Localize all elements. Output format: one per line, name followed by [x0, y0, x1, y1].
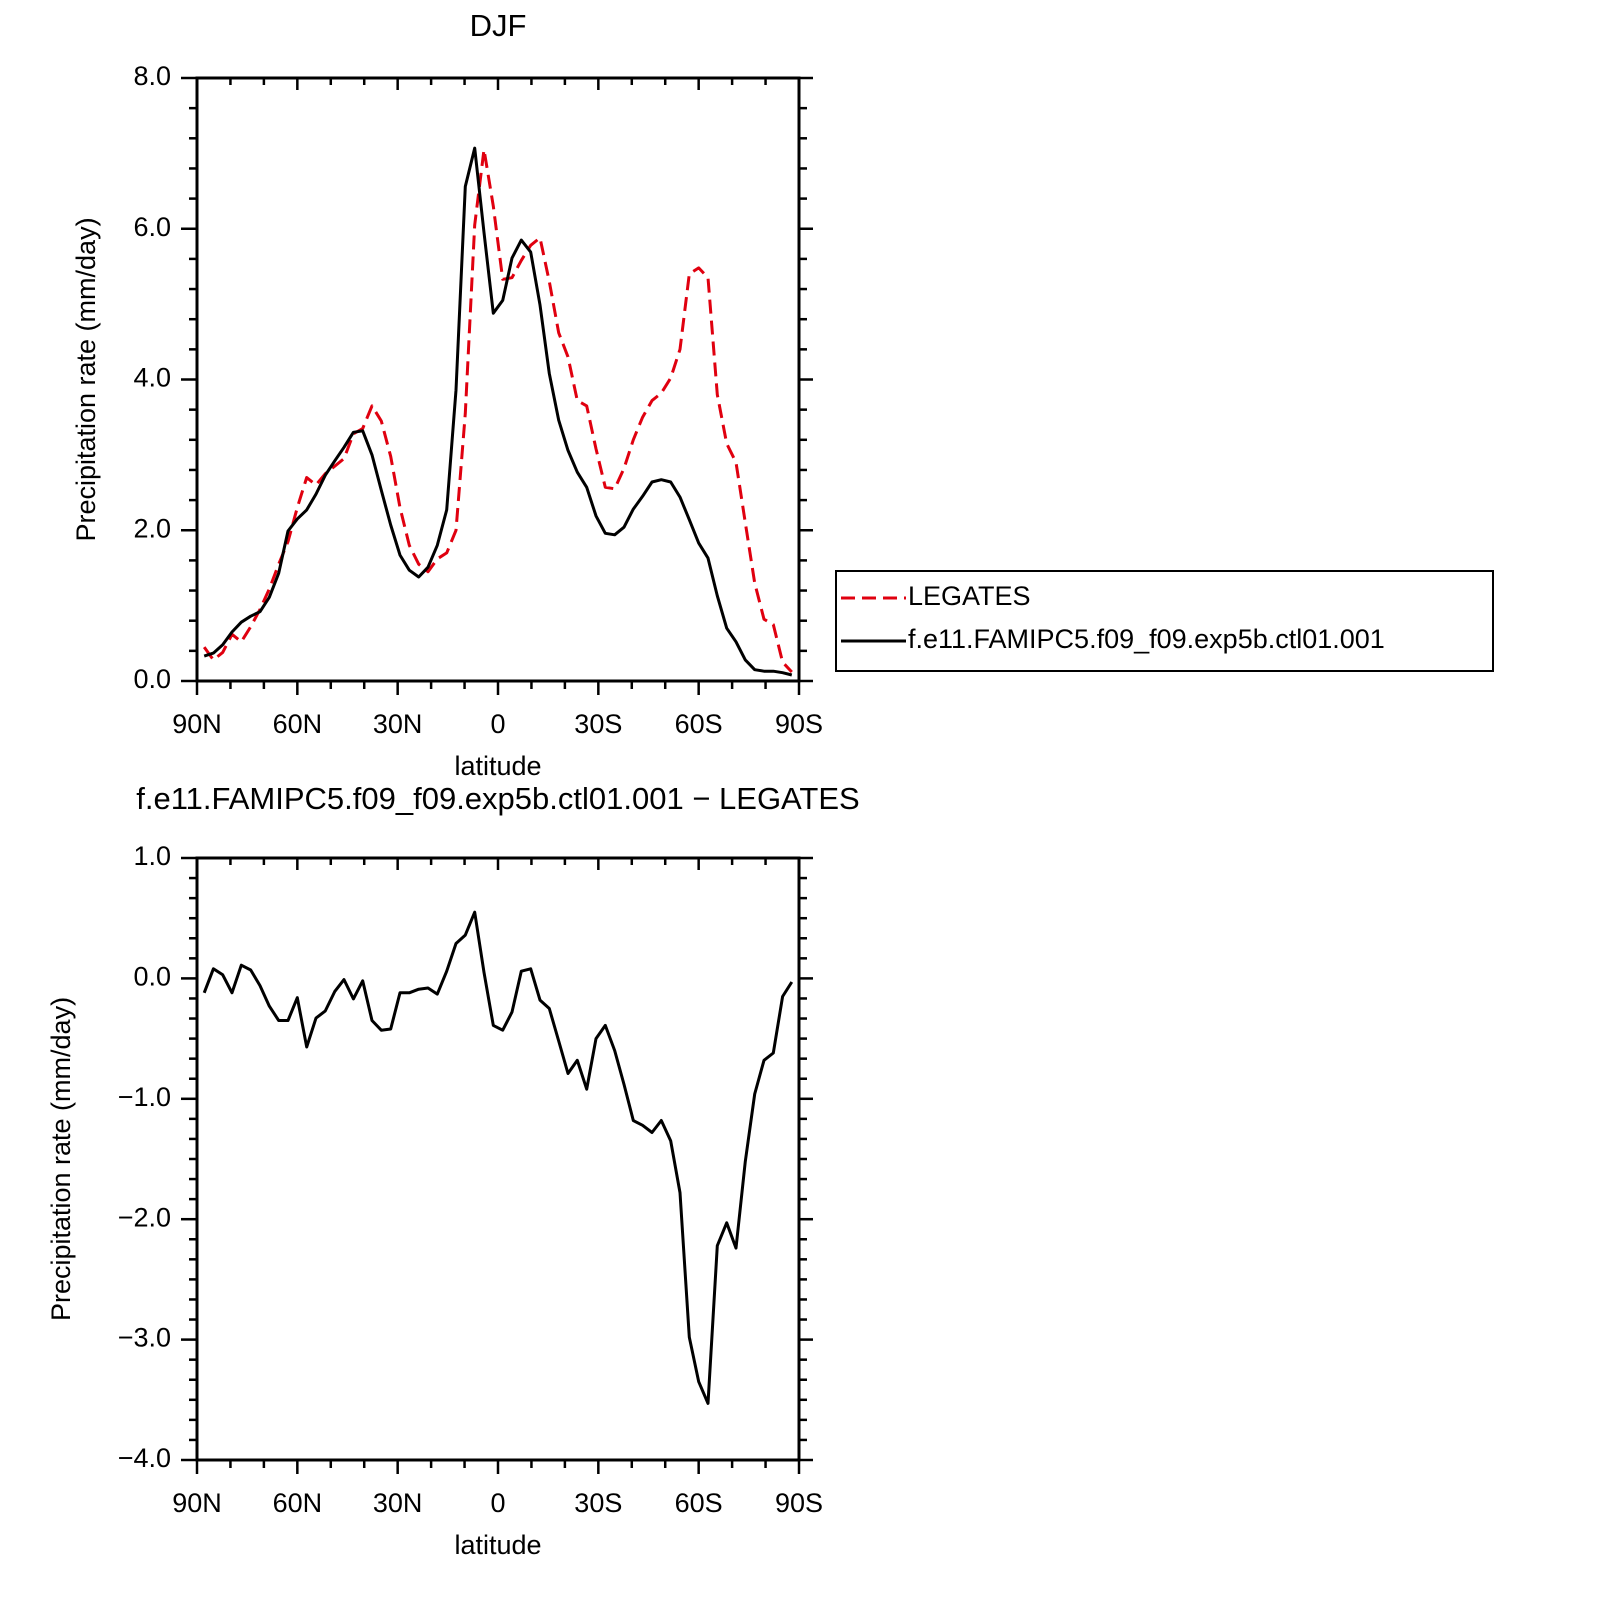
x-axis-label: latitude	[454, 751, 541, 781]
y-tick-label: −1.0	[118, 1082, 171, 1112]
x-tick-label: 0	[490, 1488, 505, 1518]
legend-label: LEGATES	[908, 581, 1031, 611]
y-tick-label: −4.0	[118, 1443, 171, 1473]
legend-box	[835, 570, 1494, 672]
x-tick-label: 30S	[574, 1488, 622, 1518]
y-axis-label: Precipitation rate (mm/day)	[46, 997, 76, 1321]
y-tick-label: −2.0	[118, 1202, 171, 1232]
series-line	[202, 148, 793, 674]
y-tick-label: 4.0	[133, 363, 171, 393]
x-tick-label: 90N	[172, 1488, 222, 1518]
y-tick-label: 0.0	[133, 664, 171, 694]
series-line	[202, 910, 794, 1405]
chart-title: f.e11.FAMIPC5.f09_f09.exp5b.ctl01.001 − …	[136, 781, 859, 816]
x-tick-label: 60S	[675, 709, 723, 739]
x-tick-label: 30N	[373, 709, 423, 739]
x-tick-label: 60S	[675, 1488, 723, 1518]
y-tick-label: 6.0	[133, 212, 171, 242]
y-tick-label: 8.0	[133, 61, 171, 91]
legend-label: f.e11.FAMIPC5.f09_f09.exp5b.ctl01.001	[908, 624, 1385, 654]
y-tick-label: 1.0	[133, 841, 171, 871]
x-tick-label: 30S	[574, 709, 622, 739]
y-tick-label: 2.0	[133, 513, 171, 543]
x-tick-label: 90S	[775, 709, 823, 739]
y-tick-label: −3.0	[118, 1323, 171, 1353]
y-tick-label: 0.0	[133, 962, 171, 992]
x-tick-label: 60N	[273, 709, 323, 739]
plot-frame	[195, 76, 801, 683]
x-axis-label: latitude	[454, 1530, 541, 1560]
series-line	[203, 146, 793, 677]
x-tick-label: 60N	[273, 1488, 323, 1518]
chart-title: DJF	[470, 8, 527, 43]
y-axis-label: Precipitation rate (mm/day)	[71, 217, 101, 541]
x-tick-label: 90S	[775, 1488, 823, 1518]
x-tick-label: 90N	[172, 709, 222, 739]
x-tick-label: 0	[490, 709, 505, 739]
x-tick-label: 30N	[373, 1488, 423, 1518]
